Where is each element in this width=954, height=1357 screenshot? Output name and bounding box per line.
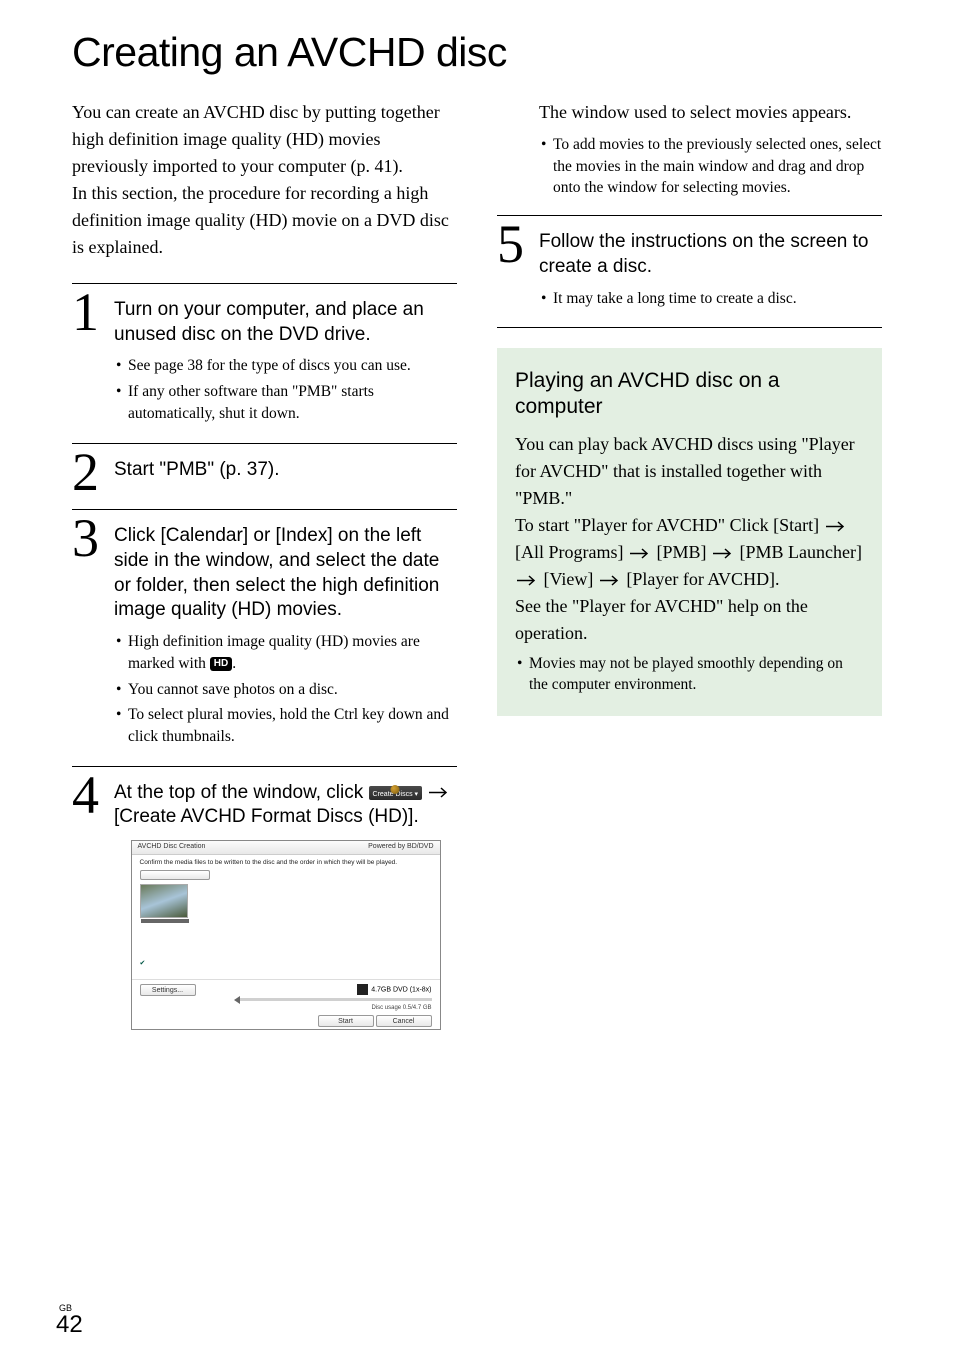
hd-badge-icon: HD [210, 657, 232, 671]
step-number: 3 [72, 516, 104, 562]
disc-icon [357, 984, 368, 995]
playing-avchd-panel: Playing an AVCHD disc on a computer You … [497, 348, 882, 716]
dialog-title: AVCHD Disc Creation [138, 843, 206, 852]
step-4-continuation: The window used to select movies appears… [497, 99, 882, 126]
arrow-right-icon [713, 548, 733, 559]
start-button[interactable]: Start [318, 1015, 374, 1027]
panel-title: Playing an AVCHD disc on a computer [515, 368, 864, 421]
movie-thumbnail[interactable] [140, 884, 188, 918]
left-column: You can create an AVCHD disc by putting … [72, 99, 457, 1044]
panel-body: You can play back AVCHD discs using "Pla… [515, 431, 864, 647]
right-column: The window used to select movies appears… [497, 99, 882, 1044]
bullet-item: If any other software than "PMB" starts … [114, 381, 457, 424]
arrow-right-icon [826, 521, 846, 532]
page-title: Creating an AVCHD disc [72, 30, 882, 75]
step-number: 4 [72, 773, 104, 819]
step-title: Follow the instructions on the screen to… [539, 230, 882, 279]
step-5: 5 Follow the instructions on the screen … [497, 215, 882, 328]
step-3: 3 Click [Calendar] or [Index] on the lef… [72, 509, 457, 751]
step-title: Start "PMB" (p. 37). [114, 458, 457, 483]
arrow-right-icon [517, 575, 537, 586]
create-discs-toolbar-icon: Create Discs ▾ [369, 786, 423, 800]
settings-button[interactable]: Settings... [140, 984, 196, 996]
dialog-top-button[interactable] [140, 870, 210, 880]
content-columns: You can create an AVCHD disc by putting … [72, 99, 882, 1044]
step-4: 4 At the top of the window, click Create… [72, 766, 457, 1030]
arrow-right-icon [600, 575, 620, 586]
avchd-dialog-screenshot: AVCHD Disc Creation Powered by BD/DVD Co… [131, 840, 441, 1030]
dialog-subtitle: Confirm the media files to be written to… [132, 855, 440, 868]
disc-usage-label: Disc usage 0.5/4.7 GB [140, 1005, 432, 1011]
bullet-item: To select plural movies, hold the Ctrl k… [114, 704, 457, 747]
intro-paragraph: You can create an AVCHD disc by putting … [72, 99, 457, 261]
step-number: 5 [497, 222, 529, 268]
page-number: GB 42 [56, 1304, 83, 1339]
thumbnail-checkmark-icon: ✔ [140, 959, 146, 967]
dialog-brand: Powered by BD/DVD [368, 843, 433, 852]
bullet-item: To add movies to the previously selected… [539, 134, 882, 199]
page-number-value: 42 [56, 1311, 83, 1338]
bullet-item: You cannot save photos on a disc. [114, 679, 457, 701]
arrow-right-icon [429, 787, 449, 798]
step-title: At the top of the window, click Create D… [114, 781, 457, 830]
bullet-item: It may take a long time to create a disc… [539, 288, 882, 310]
step-2: 2 Start "PMB" (p. 37). [72, 443, 457, 496]
disc-info-label: 4.7GB DVD (1x-8x) [357, 984, 431, 995]
step-number: 1 [72, 290, 104, 336]
bullet-item: Movies may not be played smoothly depend… [515, 653, 864, 696]
step-1: 1 Turn on your computer, and place an un… [72, 283, 457, 428]
step-title: Turn on your computer, and place an unus… [114, 298, 457, 347]
bullet-item: High definition image quality (HD) movie… [114, 631, 457, 674]
step-number: 2 [72, 450, 104, 496]
cancel-button[interactable]: Cancel [376, 1015, 432, 1027]
step-title: Click [Calendar] or [Index] on the left … [114, 524, 457, 623]
disc-usage-bar [240, 998, 432, 1001]
bullet-item: See page 38 for the type of discs you ca… [114, 355, 457, 377]
arrow-right-icon [630, 548, 650, 559]
